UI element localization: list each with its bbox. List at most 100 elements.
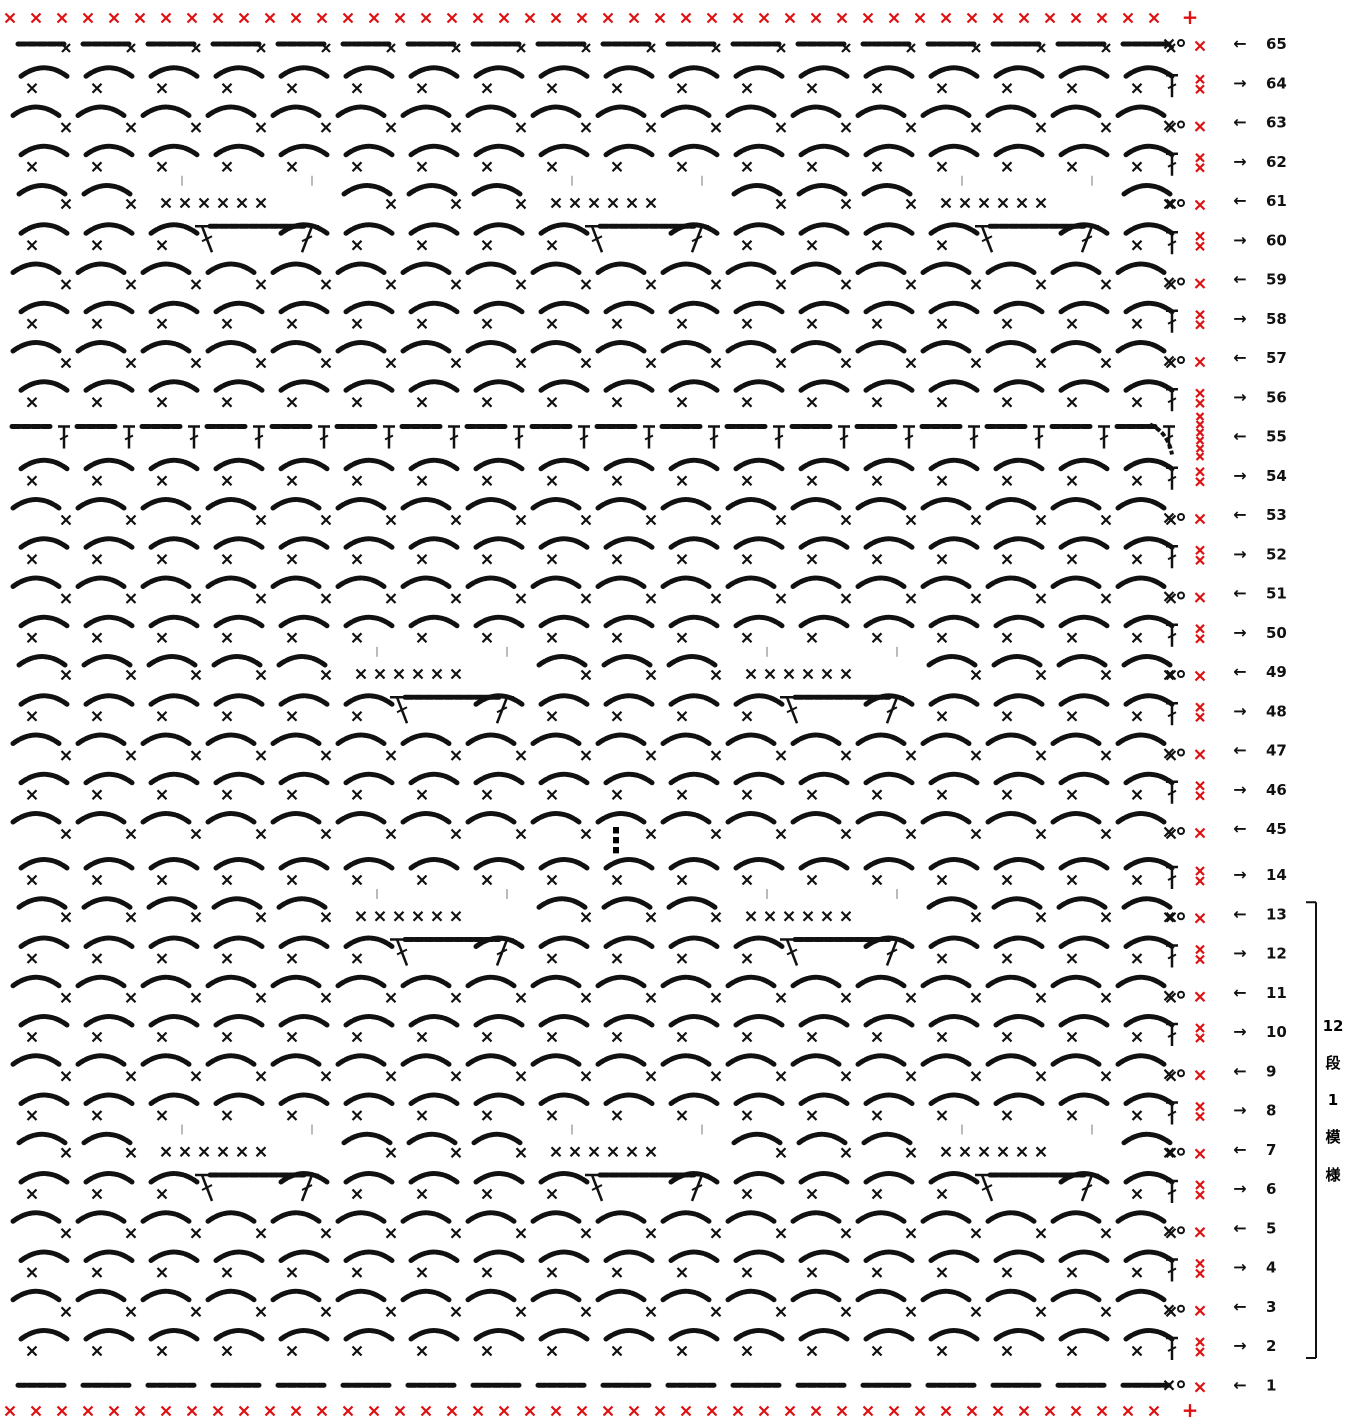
chain-arch-icon	[733, 857, 785, 871]
single-crochet-stroke	[351, 789, 363, 801]
single-crochet-icon	[1100, 593, 1112, 604]
single-crochet-stroke	[221, 1110, 233, 1121]
chain-arch-icon	[928, 693, 980, 707]
chain-arch-icon	[668, 693, 720, 707]
row-arrow-63: ←	[1233, 113, 1246, 132]
single-crochet-icon	[91, 161, 103, 173]
single-crochet-icon	[221, 475, 233, 487]
chain-arch-icon	[465, 104, 517, 118]
single-crochet-stroke	[416, 1031, 428, 1043]
single-crochet-icon	[676, 318, 688, 330]
single-crochet-icon	[286, 318, 298, 330]
chain-arch-icon	[725, 261, 777, 275]
single-crochet-icon	[676, 82, 688, 94]
single-crochet-stroke	[316, 12, 328, 24]
single-crochet-icon	[1194, 991, 1206, 1003]
slanted-double-crochet-icon	[780, 696, 799, 724]
single-crochet-icon	[840, 514, 852, 526]
single-crochet-stroke	[1044, 1405, 1056, 1417]
chain-arch-icon	[1058, 1328, 1110, 1342]
single-crochet-icon	[959, 197, 971, 209]
single-crochet-stroke	[1194, 912, 1206, 924]
single-crochet-icon	[741, 553, 753, 565]
chain-arch-icon	[538, 1328, 590, 1342]
chain-arch-icon	[1123, 1249, 1175, 1263]
single-crochet-stroke	[645, 122, 657, 133]
chain-arch-icon	[18, 222, 70, 236]
single-crochet-stroke	[255, 593, 267, 604]
corner-plus-top: +	[1182, 5, 1199, 29]
chain-arch-icon	[335, 104, 387, 118]
single-crochet-stroke	[1100, 992, 1112, 1004]
single-crochet-stroke	[871, 1110, 883, 1121]
single-crochet-icon	[186, 12, 198, 24]
single-crochet-icon	[156, 1345, 168, 1357]
single-crochet-icon	[91, 874, 103, 886]
single-crochet-stroke	[320, 1306, 332, 1318]
chain-arch-icon	[790, 974, 842, 989]
single-crochet-stroke	[481, 553, 493, 565]
chain-arch-icon	[855, 104, 907, 118]
single-crochet-icon	[156, 1031, 168, 1043]
single-crochet-stroke	[775, 750, 787, 761]
single-crochet-icon	[1165, 911, 1177, 923]
chain-arch-icon	[400, 1288, 452, 1303]
single-crochet-icon	[1066, 632, 1078, 644]
single-crochet-stroke	[936, 1110, 948, 1121]
turning-chain-icon	[1177, 1304, 1185, 1313]
single-crochet-icon	[515, 122, 527, 133]
single-crochet-icon	[775, 828, 787, 840]
double-crochet-bar	[1167, 875, 1177, 881]
single-crochet-icon	[1066, 874, 1078, 886]
single-crochet-stroke	[26, 874, 38, 886]
chain-arch-icon	[660, 497, 712, 511]
single-crochet-stroke	[286, 953, 298, 964]
chain-arch-icon	[538, 143, 590, 158]
single-crochet-stroke	[286, 318, 298, 330]
chain-arch-icon	[278, 1014, 330, 1028]
row-arrow-59: ←	[1233, 270, 1246, 289]
single-crochet-icon	[1122, 1405, 1134, 1417]
single-crochet-stroke	[394, 1405, 406, 1417]
single-crochet-stroke	[481, 874, 493, 886]
single-crochet-stroke	[1100, 593, 1112, 604]
single-crochet-stroke	[546, 1267, 558, 1278]
single-crochet-icon	[602, 12, 614, 24]
double-crochet-icon	[1166, 780, 1178, 804]
slanted-bar	[496, 706, 508, 714]
chain-arch-icon	[1123, 300, 1175, 315]
double-crochet-bar	[1167, 475, 1177, 482]
single-crochet-icon	[645, 992, 657, 1004]
single-crochet-stroke	[221, 632, 233, 644]
single-crochet-icon	[1122, 12, 1134, 24]
single-crochet-stroke	[198, 197, 210, 209]
single-crochet-icon	[1001, 318, 1013, 330]
chain-arch-icon	[993, 857, 1045, 871]
single-crochet-icon	[198, 1146, 210, 1158]
single-crochet-icon	[481, 1110, 493, 1121]
single-crochet-stroke	[446, 12, 458, 24]
single-crochet-stroke	[1001, 874, 1013, 886]
single-crochet-icon	[810, 12, 822, 24]
single-crochet-stroke	[580, 911, 592, 923]
slanted-bar	[691, 1184, 703, 1191]
single-crochet-stroke	[546, 632, 558, 644]
single-crochet-icon	[91, 789, 103, 801]
chain-arch-icon	[920, 1053, 972, 1067]
single-crochet-stroke	[1165, 911, 1177, 923]
single-crochet-icon	[217, 197, 229, 209]
single-crochet-icon	[775, 1070, 787, 1082]
single-crochet-icon	[550, 197, 562, 209]
single-crochet-stroke	[1163, 38, 1175, 50]
single-crochet-stroke	[221, 789, 233, 801]
single-crochet-stroke	[936, 874, 948, 886]
chain-arch-icon	[83, 693, 135, 707]
single-crochet-icon	[611, 475, 623, 487]
single-crochet-stroke	[1100, 911, 1112, 923]
row-arrow-65: ←	[1233, 34, 1246, 53]
chain-arch-icon	[408, 1014, 460, 1028]
single-crochet-icon	[160, 1146, 172, 1158]
single-crochet-icon	[1131, 1110, 1143, 1121]
single-crochet-icon	[871, 1110, 883, 1121]
chain-arch-icon	[270, 497, 322, 511]
